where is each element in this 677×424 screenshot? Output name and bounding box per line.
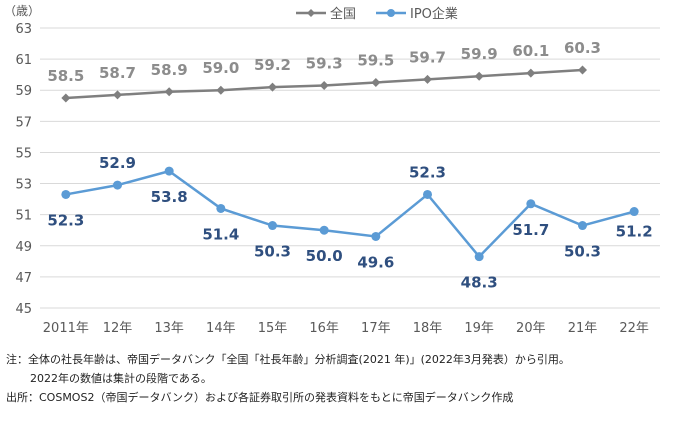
series-0-data-label-3: 59.0 — [202, 59, 239, 77]
series-0-point-7 — [423, 74, 432, 84]
series-0-data-label-1: 58.7 — [99, 64, 136, 82]
series-1-point-8 — [474, 252, 484, 262]
y-tick-label-61: 61 — [15, 53, 32, 68]
series-0-data-label-8: 59.9 — [461, 45, 498, 63]
series-1-data-label-7: 52.3 — [409, 163, 446, 181]
y-tick-label-57: 57 — [15, 115, 32, 130]
series-layer: 58.5 58.7 58.9 59.0 59.2 59.3 59.5 59.7 59.9 60.1… — [47, 39, 652, 292]
legend-marker-1 — [387, 9, 395, 17]
series-0-data-label-0: 58.5 — [47, 67, 84, 85]
x-tick-label-11: 22年 — [619, 321, 649, 336]
legend-marker-0 — [307, 9, 315, 17]
x-tick-label-3: 14年 — [206, 321, 236, 336]
series-0-point-10 — [578, 65, 587, 75]
series-1-data-label-6: 49.6 — [357, 253, 394, 271]
y-tick-label-45: 45 — [15, 302, 32, 317]
series-1-point-4 — [268, 221, 277, 231]
series-1-data-label-4: 50.3 — [254, 243, 291, 261]
note-line-2: 2022年の数値は集計の段階である。 — [30, 372, 212, 385]
series-0-point-4 — [268, 82, 277, 92]
series-1-point-10 — [578, 221, 587, 231]
note-line-1: 注：全体の社長年齢は、帝国データバンク「全国「社長年齢」分析調査(2021 年)… — [6, 353, 570, 366]
y-tick-label-51: 51 — [15, 209, 32, 224]
series-1-point-5 — [319, 225, 329, 235]
y-tick-label-49: 49 — [15, 240, 32, 255]
legend-label-0: 全国 — [330, 6, 356, 22]
series-1-point-9 — [526, 199, 536, 209]
series-1-data-label-10: 50.3 — [564, 243, 601, 261]
series-1-data-label-5: 50.0 — [306, 247, 343, 265]
series-1-point-3 — [216, 203, 226, 213]
series-1-data-label-11: 51.2 — [616, 223, 653, 241]
series-1-data-label-2: 53.8 — [151, 188, 188, 206]
x-tick-label-0: 2011年 — [43, 321, 89, 336]
x-tick-label-9: 20年 — [516, 321, 546, 336]
series-1-data-label-0: 52.3 — [47, 211, 84, 229]
series-0-data-label-9: 60.1 — [512, 42, 549, 60]
series-0-point-2 — [164, 87, 174, 97]
series-1-point-0 — [61, 189, 71, 199]
x-tick-label-10: 21年 — [568, 321, 598, 336]
series-1-point-7 — [423, 189, 432, 199]
x-tick-label-5: 16年 — [309, 321, 339, 336]
series-1-point-2 — [164, 166, 174, 176]
x-axis-ticks: 2011年 12年 13年 14年 15年 16年 17年 18年 19年 20年 21年 22年 — [43, 321, 649, 336]
series-0-point-5 — [319, 81, 329, 91]
series-1-data-label-9: 51.7 — [512, 221, 549, 239]
y-tick-label-53: 53 — [15, 178, 32, 193]
series-0-data-label-10: 60.3 — [564, 39, 601, 57]
series-1-data-label-3: 51.4 — [202, 225, 239, 243]
y-axis-unit-label: （歳） — [4, 4, 40, 18]
series-0-data-label-2: 58.9 — [151, 61, 188, 79]
series-1-point-11 — [629, 207, 639, 217]
line-chart: （歳） 全国 IPO企業 45 47 49 51 53 55 57 59 61 63 2011年 12… — [4, 4, 660, 336]
y-tick-label-59: 59 — [15, 84, 32, 99]
series-0-data-label-7: 59.7 — [409, 48, 446, 66]
series-line-1 — [65, 169, 635, 259]
series-0-point-9 — [526, 68, 536, 78]
series-0-point-8 — [474, 71, 484, 81]
series-1-point-1 — [113, 180, 122, 190]
legend-label-1: IPO企業 — [410, 6, 458, 22]
y-tick-label-55: 55 — [15, 146, 32, 161]
series-1-data-label-8: 48.3 — [461, 274, 498, 292]
series-0-data-label-4: 59.2 — [254, 56, 291, 74]
source-line: 出所：COSMOS2（帝国データバンク）および各証券取引所の発表資料をもとに帝国… — [6, 391, 514, 404]
y-axis-ticks: 45 47 49 51 53 55 57 59 61 63 — [15, 22, 32, 317]
footnotes: 注：全体の社長年齢は、帝国データバンク「全国「社長年齢」分析調査(2021 年)… — [6, 350, 674, 407]
series-0-point-0 — [61, 93, 71, 103]
gridlines — [40, 27, 660, 309]
series-0-point-3 — [216, 85, 226, 95]
x-tick-label-6: 17年 — [361, 321, 391, 336]
x-tick-label-2: 13年 — [154, 321, 184, 336]
x-tick-label-1: 12年 — [103, 321, 133, 336]
x-tick-label-7: 18年 — [413, 321, 443, 336]
x-tick-label-4: 15年 — [258, 321, 288, 336]
series-0-data-label-5: 59.3 — [306, 55, 343, 73]
y-tick-label-63: 63 — [15, 22, 32, 37]
y-tick-label-47: 47 — [15, 271, 32, 286]
series-0-point-1 — [113, 90, 122, 100]
series-1-data-label-1: 52.9 — [99, 154, 136, 172]
x-tick-label-8: 19年 — [464, 321, 494, 336]
series-0-data-label-6: 59.5 — [357, 51, 394, 69]
series-1-point-6 — [371, 231, 381, 241]
legend: 全国 IPO企業 — [296, 6, 458, 22]
series-0-point-6 — [371, 77, 381, 87]
